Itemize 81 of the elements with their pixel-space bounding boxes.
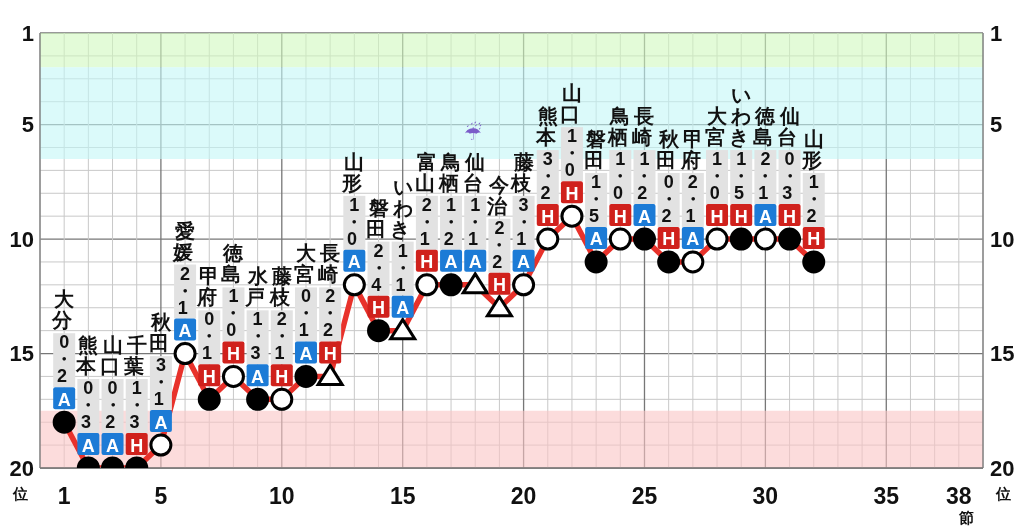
data-label: 愛媛 2・1 A: [171, 219, 196, 342]
x-tick-label: 5: [154, 483, 168, 509]
x-tick-label: 25: [631, 483, 658, 509]
point: [485, 295, 513, 318]
data-label: ☔ 仙台 1・1 A: [463, 120, 486, 273]
point: [753, 227, 777, 251]
point: [512, 273, 536, 297]
point: [461, 272, 489, 295]
data-label: 富山 2・1 H: [414, 150, 437, 273]
data-label: 大宮 0・1 A: [293, 242, 317, 364]
x-tick-label: 15: [389, 483, 416, 509]
y2-tick-label: 5: [990, 112, 1003, 138]
point: [246, 387, 270, 411]
y-axis-title: 位: [11, 485, 28, 502]
data-label: 山形 1・0 A: [341, 150, 365, 273]
y2-tick-label: 1: [990, 20, 1003, 46]
point: [802, 250, 826, 274]
data-label: 水戸 1・3 A: [244, 265, 269, 387]
data-label: 山口 0・2 A: [100, 334, 123, 456]
y-tick-label: 20: [9, 455, 34, 481]
point: [560, 204, 584, 228]
point: [270, 387, 294, 411]
y2-axis-title: 位: [995, 485, 1011, 502]
data-label: 長崎 1・2 A: [632, 105, 655, 227]
y2-tick-label: 15: [990, 341, 1015, 367]
x-tick-label: 1: [57, 483, 71, 509]
point: [439, 273, 463, 297]
point: [294, 364, 318, 388]
data-label: 徳島 2・1 A: [753, 105, 777, 227]
data-label: 熊本 3・2 H: [534, 105, 558, 227]
point: [342, 273, 366, 297]
y2-tick-label: 20: [990, 455, 1015, 481]
y2-tick-label: 10: [990, 226, 1015, 252]
y-tick-label: 10: [9, 226, 34, 252]
x-tick-label: 10: [269, 483, 295, 509]
point: [173, 342, 197, 366]
point: [681, 250, 705, 274]
data-label: 鳥栖 1・0 H: [607, 105, 631, 227]
point: [584, 250, 608, 274]
point: [52, 410, 76, 434]
data-label: 大分 0・2 A: [50, 288, 76, 410]
data-label: 山口 1・0 H: [559, 82, 582, 204]
data-label: 千葉 1・3 H: [123, 334, 147, 456]
point: [536, 227, 560, 251]
point: [632, 227, 656, 251]
x-tick-label: 30: [752, 483, 779, 509]
y-tick-label: 1: [21, 20, 34, 46]
point: [657, 250, 681, 274]
point: [197, 387, 221, 411]
data-label: 熊本 0・3 A: [75, 334, 99, 456]
point: [415, 273, 439, 297]
point: [729, 227, 753, 251]
x-axis-title: 節: [958, 509, 975, 526]
point: [149, 433, 173, 457]
data-label: 長崎 2・2 H: [317, 242, 341, 364]
point: [705, 227, 729, 251]
point: [778, 227, 802, 251]
data-label: 藤枝 2・1 H: [268, 265, 292, 387]
data-label: 徳島 1・0 H: [221, 242, 245, 364]
data-label: 山形 1・2 H: [800, 127, 824, 250]
point: [367, 319, 391, 343]
point: [316, 363, 344, 386]
y-tick-label: 15: [9, 341, 34, 367]
data-label: 今治 2・2 H: [486, 173, 510, 296]
data-label: いわき 1・5 H: [728, 84, 752, 227]
data-label: 甲府 2・1 A: [679, 127, 703, 250]
data-label: 大宮 1・0 H: [704, 105, 729, 227]
data-label: 磐田 1・5 A: [583, 127, 607, 250]
data-label: 秋田 0・2 H: [656, 127, 680, 250]
data-label: 鳥栖 1・2 A: [437, 150, 462, 273]
point: [389, 318, 417, 341]
data-label: 仙台 0・3 H: [777, 105, 800, 227]
x-tick-label: 20: [510, 483, 537, 509]
y-tick-label: 5: [21, 112, 34, 138]
x-tick-label: 38: [946, 483, 972, 509]
point: [221, 364, 245, 388]
data-label: 秋田 3・1 A: [148, 311, 172, 433]
data-label: 磐田 2・4 H: [366, 196, 389, 319]
data-label: 甲府 0・1 H: [196, 265, 220, 387]
x-tick-label: 35: [873, 483, 900, 509]
point: [608, 227, 632, 251]
